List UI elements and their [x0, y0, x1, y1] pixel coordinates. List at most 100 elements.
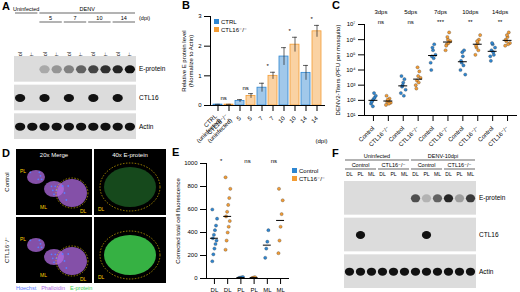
svg-text:10⁷: 10⁷	[347, 21, 356, 27]
svg-text:CTL16⁻/⁻: CTL16⁻/⁻	[487, 125, 510, 148]
svg-text:ML: ML	[276, 287, 285, 292]
svg-text:A: A	[2, 0, 10, 12]
svg-text:10²: 10²	[347, 97, 356, 103]
svg-text:ML: ML	[40, 204, 47, 210]
svg-text:PL: PL	[357, 171, 363, 177]
svg-text:DL: DL	[346, 171, 353, 177]
svg-text:E-protein: E-protein	[479, 194, 506, 202]
svg-text:PL: PL	[20, 236, 26, 242]
svg-text:F: F	[332, 147, 339, 159]
svg-text:(dpi): (dpi)	[139, 15, 150, 21]
svg-text:DL: DL	[224, 287, 232, 292]
svg-text:Control: Control	[418, 162, 436, 168]
svg-text:CTL16⁻/⁻: CTL16⁻/⁻	[4, 237, 10, 263]
svg-text:7: 7	[73, 15, 76, 21]
svg-text:CTL16⁻/⁻: CTL16⁻/⁻	[457, 125, 480, 148]
svg-text:ML: ML	[263, 287, 272, 292]
svg-text:10⁴: 10⁴	[346, 67, 356, 73]
svg-text:800: 800	[187, 183, 198, 189]
svg-text:40x E-protein: 40x E-protein	[112, 152, 148, 158]
svg-text:CTL16⁻/⁻: CTL16⁻/⁻	[448, 162, 472, 168]
svg-text:E-protein: E-protein	[139, 65, 166, 73]
svg-text:0: 0	[194, 275, 198, 281]
svg-text:0: 0	[198, 102, 202, 108]
svg-text:Hoechst: Hoechst	[16, 285, 37, 291]
svg-text:CTL16⁻/⁻(uninfected): CTL16⁻/⁻(uninfected)	[202, 113, 233, 144]
svg-text:5dps: 5dps	[404, 9, 417, 15]
svg-text:CTL16⁻/⁻: CTL16⁻/⁻	[398, 125, 421, 148]
svg-text:DENV: DENV	[80, 6, 96, 12]
svg-text:ML: ML	[401, 171, 408, 177]
svg-text:ns: ns	[220, 95, 226, 101]
svg-text:3: 3	[198, 13, 202, 19]
svg-text:7: 7	[268, 115, 275, 122]
svg-text:ns: ns	[408, 19, 414, 25]
svg-text:***: ***	[437, 19, 445, 25]
svg-text:PL: PL	[237, 287, 245, 292]
svg-text:14dps: 14dps	[492, 9, 508, 15]
svg-text:PL: PL	[250, 287, 258, 292]
svg-text:**: **	[468, 19, 473, 25]
svg-text:10: 10	[277, 115, 286, 124]
svg-text:1: 1	[198, 73, 202, 79]
svg-text:Uninfected: Uninfected	[13, 6, 39, 12]
svg-text:10¹: 10¹	[347, 112, 356, 118]
svg-text:CTL16: CTL16	[139, 94, 159, 101]
svg-text:CTL16⁻/⁻: CTL16⁻/⁻	[368, 125, 391, 148]
svg-text:ns: ns	[242, 85, 248, 91]
svg-text:PL: PL	[20, 168, 26, 174]
svg-text:200: 200	[187, 252, 198, 258]
svg-text:PL: PL	[423, 171, 429, 177]
svg-text:5: 5	[235, 115, 242, 122]
svg-text:14: 14	[310, 115, 319, 124]
svg-text:PL: PL	[390, 171, 396, 177]
svg-text:DL: DL	[412, 171, 419, 177]
svg-text:*: *	[220, 158, 223, 164]
svg-text:ML: ML	[467, 171, 474, 177]
svg-text:DENV-10dpi: DENV-10dpi	[428, 153, 458, 159]
svg-text:ML: ML	[434, 171, 441, 177]
svg-text:(dpi): (dpi)	[315, 138, 327, 144]
svg-text:Actin: Actin	[139, 123, 154, 130]
svg-text:10: 10	[96, 15, 102, 21]
svg-text:Phalloidin: Phalloidin	[41, 285, 65, 291]
svg-text:ns: ns	[244, 158, 250, 164]
svg-text:PL: PL	[456, 171, 462, 177]
svg-text:14: 14	[121, 15, 127, 21]
svg-text:10: 10	[288, 115, 297, 124]
svg-text:ML: ML	[368, 171, 375, 177]
svg-text:5: 5	[49, 15, 52, 21]
svg-text:Control: Control	[4, 172, 10, 191]
svg-text:10⁶: 10⁶	[346, 37, 356, 43]
svg-text:DL: DL	[80, 276, 87, 282]
svg-text:DL: DL	[445, 171, 452, 177]
svg-text:E-protein: E-protein	[70, 285, 92, 291]
svg-text:CTL16: CTL16	[479, 231, 499, 238]
svg-text:D: D	[2, 147, 10, 159]
svg-text:Control: Control	[352, 162, 370, 168]
svg-text:DL: DL	[80, 208, 87, 214]
svg-text:3dps: 3dps	[374, 9, 387, 15]
svg-text:**: **	[498, 19, 503, 25]
svg-text:10³: 10³	[347, 82, 356, 88]
svg-text:10⁵: 10⁵	[346, 52, 356, 58]
svg-text:1000: 1000	[184, 160, 198, 166]
svg-text:DL: DL	[98, 274, 105, 280]
svg-text:*: *	[266, 63, 269, 69]
svg-text:DL: DL	[98, 206, 105, 212]
svg-text:*: *	[310, 16, 313, 22]
svg-text:CTL16⁻/⁻: CTL16⁻/⁻	[382, 162, 406, 168]
svg-text:Uninfected: Uninfected	[364, 153, 390, 159]
svg-text:14: 14	[299, 115, 308, 124]
svg-text:7: 7	[257, 115, 264, 122]
svg-text:DL: DL	[211, 287, 219, 292]
svg-text:ns: ns	[378, 19, 384, 25]
svg-text:2: 2	[198, 43, 202, 49]
svg-text:Actin: Actin	[479, 268, 494, 275]
svg-text:600: 600	[187, 206, 198, 212]
svg-text:ML: ML	[40, 272, 47, 278]
svg-text:*: *	[288, 28, 291, 34]
svg-text:10dps: 10dps	[462, 9, 478, 15]
svg-text:DL: DL	[379, 171, 386, 177]
svg-text:ns: ns	[271, 158, 277, 164]
